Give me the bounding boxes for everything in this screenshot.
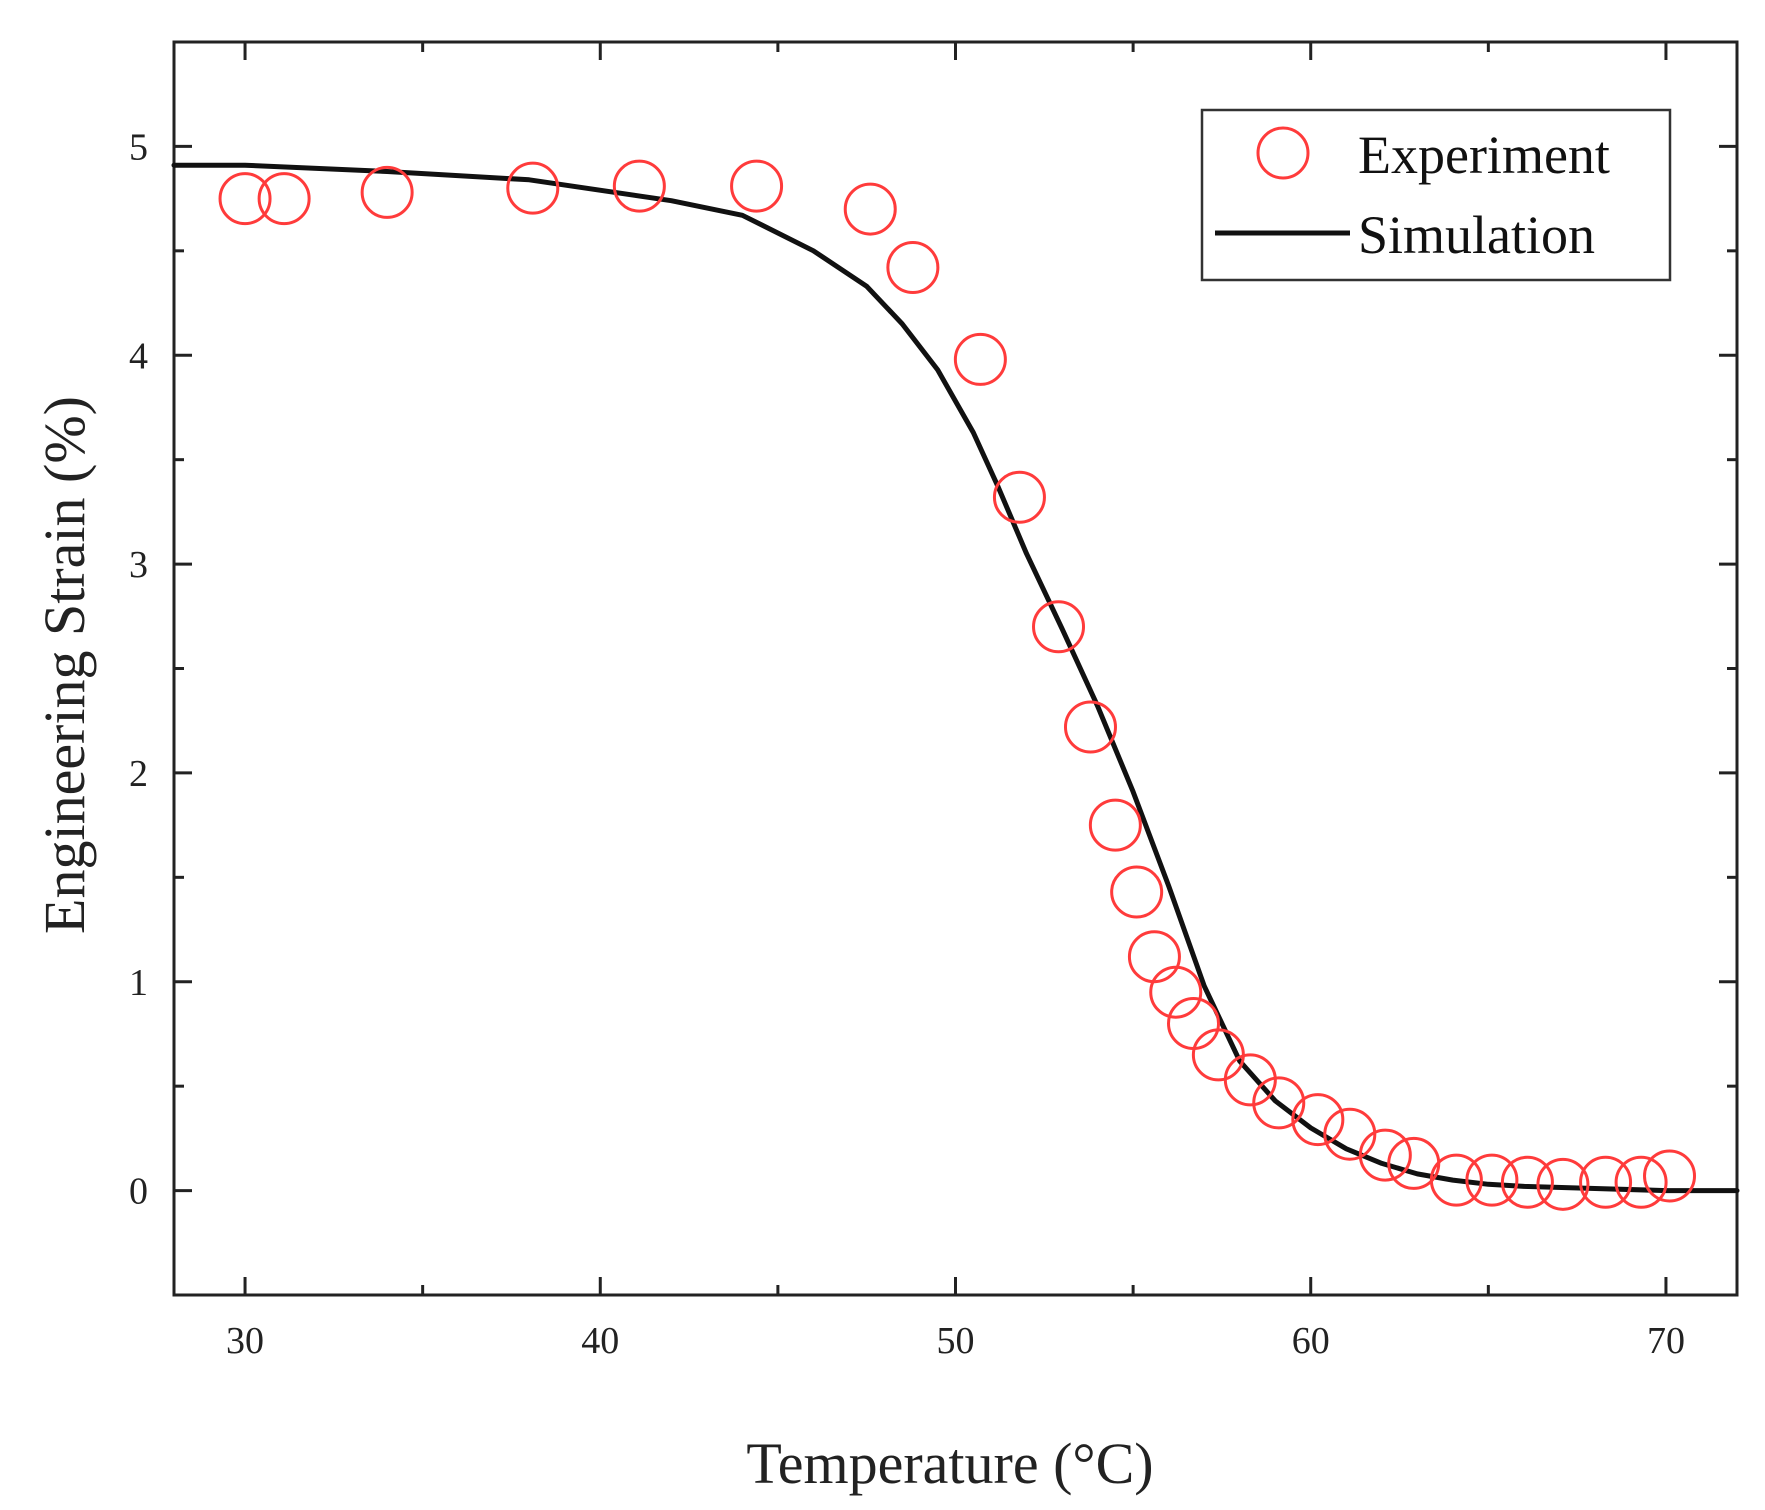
experiment-point	[257, 172, 311, 226]
experiment-point	[953, 332, 1007, 386]
experiment-point	[730, 159, 784, 213]
y-tick-label: 2	[129, 753, 148, 795]
x-tick-label: 50	[937, 1320, 975, 1362]
y-tick-label: 0	[129, 1171, 148, 1213]
experiment-point	[1291, 1093, 1345, 1147]
simulation-line	[171, 162, 1740, 1194]
x-axis-ticks: 30 40 50 60 70	[226, 42, 1685, 1362]
experiment-point	[360, 165, 414, 219]
x-axis-title: Temperature (°C)	[746, 1431, 1153, 1496]
experiment-point	[1429, 1153, 1483, 1207]
legend-box	[1200, 108, 1672, 282]
legend-experiment-label: Experiment	[1358, 125, 1610, 185]
legend-simulation-label: Simulation	[1358, 205, 1595, 265]
simulation-series	[171, 162, 1740, 1194]
y-tick-label: 3	[129, 544, 148, 586]
x-tick-label: 30	[226, 1320, 264, 1362]
y-tick-label: 4	[129, 335, 148, 377]
experiment-point	[1223, 1053, 1277, 1107]
experiment-point	[1500, 1155, 1554, 1209]
experiment-point	[1032, 600, 1086, 654]
experiment-point	[218, 172, 272, 226]
experiment-point	[1614, 1155, 1668, 1209]
experiment-point	[843, 182, 897, 236]
experiment-point	[886, 241, 940, 295]
experiment-point	[1167, 997, 1221, 1051]
experiment-point	[1063, 700, 1117, 754]
experiment-point	[1110, 865, 1164, 919]
experiment-point	[1149, 965, 1203, 1019]
x-tick-label: 70	[1647, 1320, 1685, 1362]
legend-experiment-marker	[1256, 126, 1310, 180]
experiment-point	[506, 161, 560, 215]
experiment-point	[992, 470, 1046, 524]
x-tick-label: 60	[1292, 1320, 1330, 1362]
experiment-point	[1465, 1153, 1519, 1207]
experiment-point	[1323, 1107, 1377, 1161]
y-tick-label: 1	[129, 962, 148, 1004]
experiment-point	[1252, 1076, 1306, 1130]
legend: Experiment Simulation	[1200, 108, 1672, 282]
x-tick-label: 40	[581, 1320, 619, 1362]
y-tick-label: 5	[129, 126, 148, 168]
experiment-point	[1536, 1157, 1590, 1211]
experiment-point	[1127, 930, 1181, 984]
experiment-point	[1643, 1149, 1697, 1203]
experiment-series	[218, 159, 1697, 1211]
experiment-point	[1579, 1155, 1633, 1209]
experiment-point	[1088, 798, 1142, 852]
experiment-point	[612, 159, 666, 213]
experiment-point	[1358, 1128, 1412, 1182]
y-axis-title: Engineering Strain (%)	[32, 396, 97, 934]
